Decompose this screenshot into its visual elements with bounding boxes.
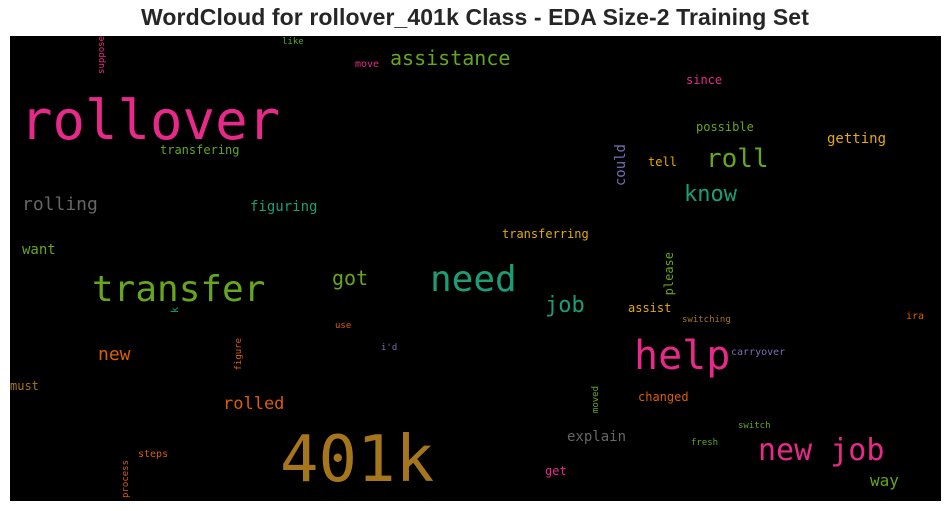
word: use	[335, 321, 352, 331]
word: 401k	[280, 423, 435, 497]
chart-title: WordCloud for rollover_401k Class - EDA …	[141, 4, 809, 30]
word: rolling	[22, 194, 98, 215]
word: transfer	[92, 269, 266, 310]
word: switching	[682, 315, 731, 325]
word: rolled	[223, 394, 285, 414]
word: could	[613, 144, 629, 187]
word: suppose	[97, 36, 107, 74]
word: assist	[628, 301, 672, 315]
word: figure	[234, 338, 244, 371]
word: new job	[758, 433, 885, 468]
word: transfering	[160, 143, 240, 157]
word: know	[684, 182, 737, 207]
word: ira	[906, 311, 925, 322]
word: job	[545, 293, 585, 318]
word: assistance	[390, 46, 511, 70]
word: need	[430, 259, 517, 300]
word: transferring	[502, 227, 589, 241]
word: please	[662, 252, 676, 296]
word: changed	[638, 390, 689, 404]
word: process	[121, 460, 131, 498]
word: since	[686, 73, 723, 87]
word: got	[332, 266, 369, 290]
word: get	[545, 464, 567, 478]
word: getting	[827, 131, 887, 147]
word-cloud-canvas: 401k rollover help need transfer new job…	[10, 36, 941, 501]
word: steps	[138, 449, 169, 460]
word: help	[634, 333, 731, 379]
word: move	[355, 59, 380, 70]
word: want	[22, 242, 56, 258]
word: fresh	[691, 438, 719, 448]
word: figuring	[250, 199, 318, 215]
word: explain	[567, 429, 627, 445]
word: switch	[738, 421, 771, 431]
word: way	[870, 471, 899, 490]
word: new	[98, 344, 131, 365]
word: carryover	[731, 347, 786, 358]
word: k	[170, 307, 181, 314]
word: moved	[591, 386, 601, 414]
word: tell	[648, 155, 677, 169]
word: must	[10, 379, 39, 393]
word: possible	[696, 120, 754, 134]
word: i'd	[381, 343, 398, 353]
word: rollover	[20, 89, 281, 152]
word: roll	[706, 144, 769, 174]
word: like	[282, 37, 304, 47]
